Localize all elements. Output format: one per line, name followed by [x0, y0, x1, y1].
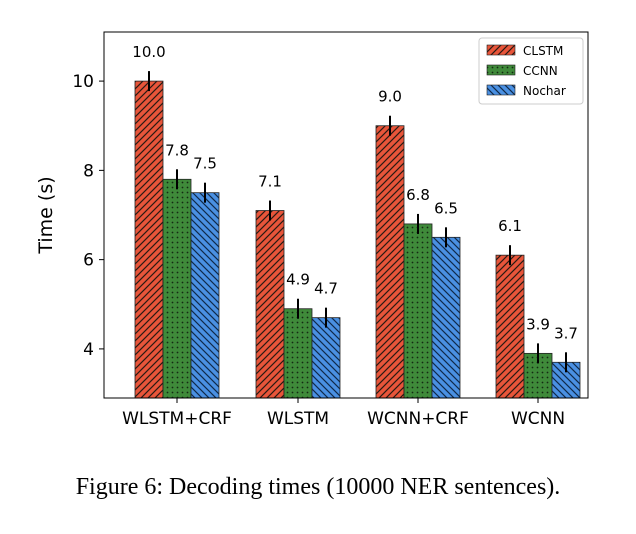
- value-label-wcnn-ccnn: 3.9: [526, 315, 550, 333]
- plot-frame: [103, 31, 589, 399]
- bar-wlstm-crf-ccnn: [162, 178, 192, 399]
- figure-caption: Figure 6: Decoding times (10000 NER sent…: [75, 474, 561, 500]
- x-axis: WLSTM+CRF WLSTM WCNN+CRF WCNN: [122, 398, 565, 429]
- value-label-wcnn-crf-clstm: 9.0: [378, 88, 402, 106]
- legend-label-nochar: Nochar: [523, 84, 566, 98]
- bar-wlstm-ccnn: [283, 308, 313, 399]
- value-labels-layer: 10.0 7.87.5 7.1 4.9 4.7 9.0 6.86.5 6.1 3.9 3.7: [132, 43, 578, 342]
- legend-swatch-clstm: [486, 44, 516, 56]
- value-label-wcnn-crf-ccnn: 6.8: [406, 186, 430, 204]
- bar-wlstm-crf-clstm: [134, 80, 164, 399]
- y-axis: 4 6 8 10: [72, 72, 104, 360]
- bar-wlstm-crf-nochar: [190, 192, 220, 399]
- bar-wlstm-clstm: [255, 210, 285, 399]
- error-bars-layer: [148, 71, 567, 373]
- value-label-wlstm-crf-clstm: 10.0: [132, 43, 165, 61]
- legend-swatch-ccnn: [486, 64, 516, 76]
- legend: CLSTM CCNN Nochar: [478, 37, 584, 105]
- x-tick-label-wcnn: WCNN: [511, 409, 565, 429]
- y-axis-title: Time (s): [35, 176, 57, 254]
- value-label-wlstm-crf-nochar: 7.5: [193, 155, 217, 173]
- legend-label-ccnn: CCNN: [523, 64, 558, 78]
- bar-wlstm-nochar: [311, 317, 341, 399]
- y-tick-label-10: 10: [72, 72, 94, 92]
- y-tick-label-6: 6: [83, 251, 94, 271]
- x-tick-label-wlstm: WLSTM: [267, 409, 329, 429]
- x-tick-label-wcnn-crf: WCNN+CRF: [367, 409, 469, 429]
- bar-wcnn-crf-ccnn: [403, 223, 433, 399]
- bar-wcnn-crf-clstm: [375, 125, 405, 399]
- legend-label-clstm: CLSTM: [523, 44, 563, 58]
- value-label-wcnn-clstm: 6.1: [498, 217, 522, 235]
- bars-layer: [134, 80, 581, 399]
- value-label-wcnn-crf-nochar: 6.5: [434, 199, 458, 217]
- value-label-wlstm-nochar: 4.7: [314, 280, 338, 298]
- value-label-wlstm-ccnn: 4.9: [286, 271, 310, 289]
- legend-swatch-nochar: [486, 84, 516, 96]
- value-label-wlstm-crf-ccnn: 7.8: [165, 141, 189, 159]
- x-tick-label-wlstm-crf: WLSTM+CRF: [122, 409, 232, 429]
- decoding-times-chart: 10.0 7.87.5 7.1 4.9 4.7 9.0 6.86.5 6.1 3.9 3.7 4 6…: [35, 31, 589, 429]
- y-tick-label-8: 8: [83, 161, 94, 181]
- y-tick-label-4: 4: [83, 340, 94, 360]
- value-label-wcnn-nochar: 3.7: [554, 324, 578, 342]
- bar-wcnn-clstm: [495, 254, 525, 399]
- bar-wcnn-crf-nochar: [431, 236, 461, 399]
- value-label-wlstm-clstm: 7.1: [258, 173, 282, 191]
